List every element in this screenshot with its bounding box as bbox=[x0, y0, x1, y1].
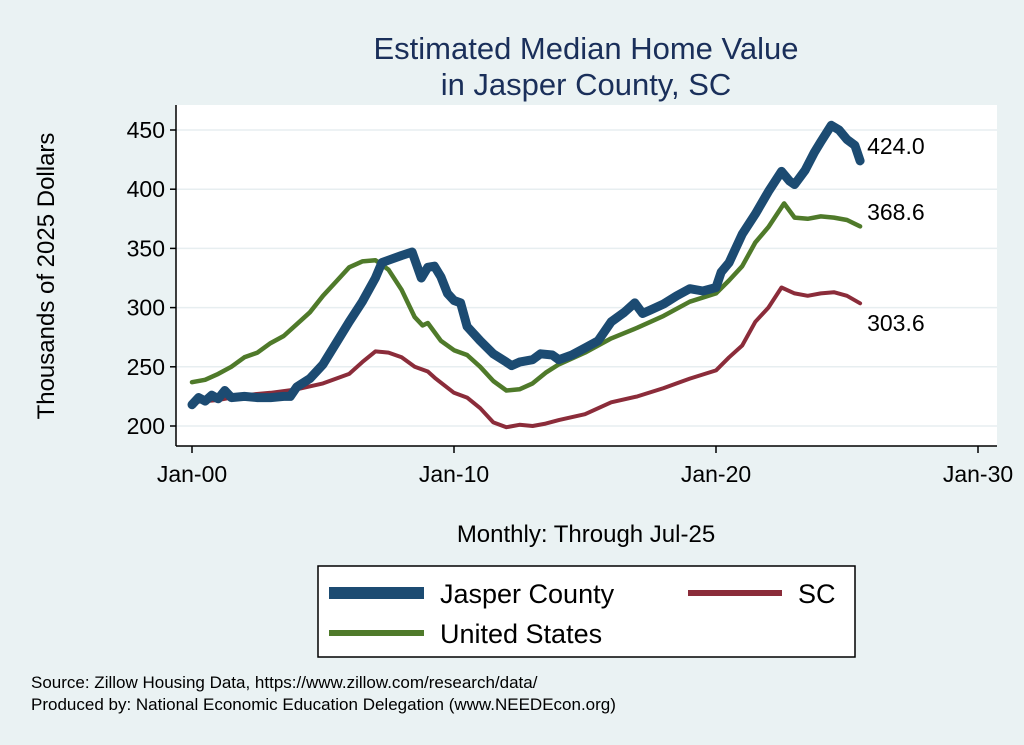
legend-label-sc: SC bbox=[798, 579, 836, 609]
x-tick-label-1: Jan-10 bbox=[419, 461, 489, 487]
axes: 200 250 300 350 400 450 Jan-00 Jan-10 Jan-20 Jan-… bbox=[127, 105, 1013, 487]
y-tick-label-350: 350 bbox=[127, 235, 165, 261]
source-note: Source: Zillow Housing Data, https://www… bbox=[31, 673, 538, 692]
legend-label-jasper-county: Jasper County bbox=[440, 579, 615, 609]
series-line-sc bbox=[190, 285, 863, 430]
chart-title-line-2: in Jasper County, SC bbox=[441, 67, 732, 102]
x-axis-title: Monthly: Through Jul-25 bbox=[457, 521, 715, 548]
x-tick-label-0: Jan-00 bbox=[157, 461, 227, 487]
series-group bbox=[187, 120, 865, 430]
end-labels: 424.0 303.6 368.6 bbox=[867, 133, 925, 336]
legend-label-united-states: United States bbox=[440, 619, 602, 649]
y-tick-label-250: 250 bbox=[127, 354, 165, 380]
end-label-jasper-county: 424.0 bbox=[867, 133, 925, 159]
y-tick-label-400: 400 bbox=[127, 176, 165, 202]
series-line-jasper-county bbox=[187, 120, 865, 410]
y-tick-label-450: 450 bbox=[127, 117, 165, 143]
x-tick-label-2: Jan-20 bbox=[681, 461, 751, 487]
y-tick-label-300: 300 bbox=[127, 295, 165, 321]
chart-title-line-1: Estimated Median Home Value bbox=[373, 31, 798, 66]
end-label-united-states: 368.6 bbox=[867, 199, 925, 225]
produced-by-note: Produced by: National Economic Education… bbox=[31, 695, 616, 714]
legend: Jasper County SC United States bbox=[317, 565, 856, 658]
series-line-united-states bbox=[189, 201, 863, 393]
end-label-sc: 303.6 bbox=[867, 310, 925, 336]
legend-box bbox=[317, 565, 856, 658]
y-tick-label-200: 200 bbox=[127, 413, 165, 439]
y-axis-title: Thousands of 2025 Dollars bbox=[33, 133, 60, 420]
x-tick-label-3: Jan-30 bbox=[943, 461, 1013, 487]
